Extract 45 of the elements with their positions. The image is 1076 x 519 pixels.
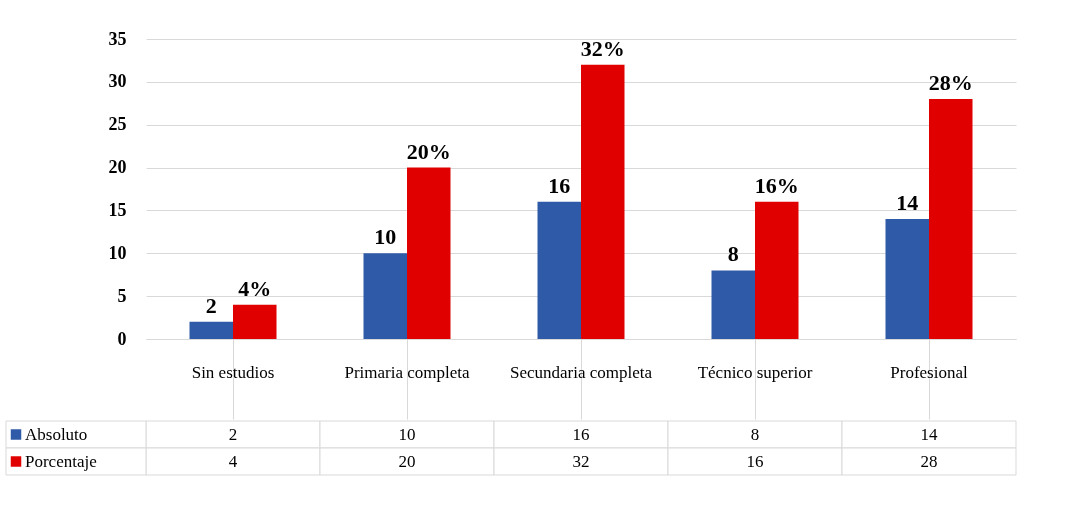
bar — [407, 167, 451, 339]
y-tick-label: 30 — [108, 71, 127, 92]
data-label: 16 — [548, 172, 571, 198]
data-label: 10 — [374, 224, 397, 250]
data-label: 8 — [727, 241, 739, 267]
x-tick-label: Profesional — [890, 362, 968, 382]
text: 28 — [920, 451, 938, 471]
legend-label: Absoluto — [25, 424, 88, 444]
text: 8 — [750, 424, 760, 444]
text: 14 — [920, 424, 938, 444]
text: 20 — [398, 451, 416, 471]
data-label: 4% — [238, 275, 272, 301]
y-tick-label: 20 — [108, 157, 127, 178]
bar — [189, 321, 233, 339]
bar — [885, 219, 929, 339]
bar — [363, 253, 407, 339]
data-label: 32% — [580, 35, 625, 61]
y-tick-label: 5 — [117, 285, 127, 306]
y-tick-label: 25 — [108, 114, 127, 135]
bar — [581, 64, 625, 339]
text: 16 — [572, 424, 590, 444]
text: 32 — [572, 451, 590, 471]
data-label: 20% — [406, 138, 451, 164]
text: 10 — [398, 424, 416, 444]
x-tick-label: Sin estudios — [191, 362, 275, 382]
text: 16 — [746, 451, 764, 471]
data-label: 2 — [205, 292, 217, 318]
bar — [537, 201, 581, 339]
legend-label: Porcentaje — [25, 451, 97, 471]
data-label: 28% — [928, 70, 973, 95]
bar — [233, 304, 277, 339]
bar — [755, 201, 799, 339]
data-label: 16% — [754, 172, 799, 198]
text: 4 — [228, 451, 238, 471]
text: 2 — [228, 424, 238, 444]
data-label: 14 — [896, 190, 919, 215]
bar — [711, 270, 755, 339]
x-tick-label: Primaria completa — [344, 362, 470, 382]
y-tick-label: 15 — [108, 199, 127, 220]
x-tick-label: Secundaria completa — [509, 362, 653, 382]
x-tick-label: Técnico superior — [697, 362, 813, 382]
y-tick-label: 0 — [117, 328, 127, 349]
y-tick-label: 10 — [108, 242, 127, 263]
y-tick-label: 35 — [108, 28, 127, 49]
bar — [929, 99, 973, 339]
